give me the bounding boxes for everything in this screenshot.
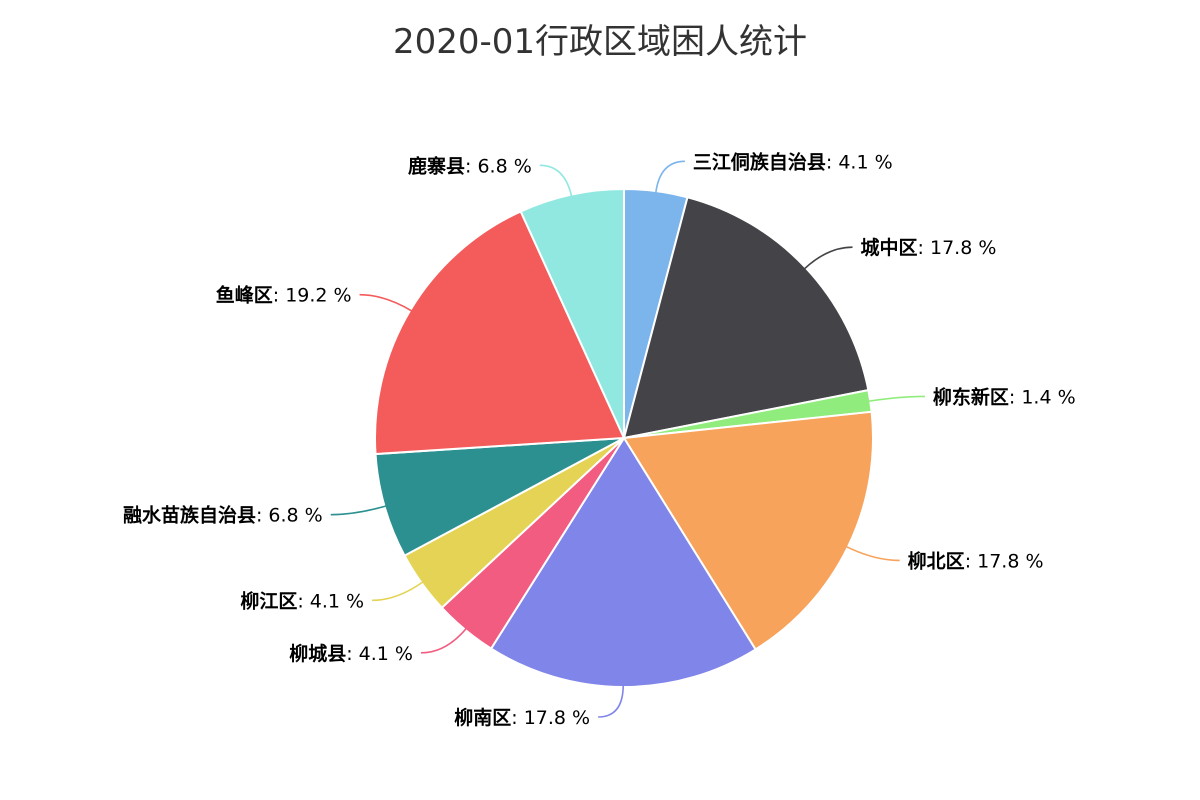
slice-label-name: 柳江区	[240, 589, 297, 612]
slice-label-name: 融水苗族自治县	[123, 504, 256, 527]
slice-label-name: 柳东新区	[933, 385, 1009, 408]
slice-label-value: : 1.4 %	[1009, 386, 1076, 408]
slice-label: 城中区: 17.8 %	[861, 236, 997, 259]
connector-line	[598, 684, 625, 718]
slice-label-value: : 6.8 %	[465, 155, 532, 177]
slice-label-value: : 4.1 %	[826, 151, 893, 173]
slice-label-value: : 17.8 %	[918, 237, 997, 259]
slice-label: 融水苗族自治县: 6.8 %	[123, 504, 323, 527]
connector-line	[539, 164, 573, 197]
slice-label-name: 柳城县	[289, 642, 346, 665]
slice-label: 鱼峰区: 19.2 %	[216, 284, 352, 307]
slice-label-name: 柳北区	[908, 549, 965, 572]
slice-label-value: : 4.1 %	[346, 643, 413, 665]
slice-label: 柳南区: 17.8 %	[454, 706, 590, 729]
slice-label-name: 鹿寨县	[408, 154, 465, 177]
connector-line	[372, 581, 424, 602]
slice-label-name: 城中区	[861, 236, 918, 259]
connector-line	[359, 293, 413, 312]
slice-label-value: : 19.2 %	[273, 285, 352, 307]
connector-line	[845, 545, 900, 562]
slice-label-value: : 17.8 %	[965, 550, 1044, 572]
connector-line	[868, 395, 925, 403]
connector-line	[803, 246, 853, 270]
slice-label-name: 三江侗族自治县	[693, 150, 826, 173]
connector-line	[421, 627, 468, 654]
connector-line	[654, 160, 685, 194]
slice-label-value: : 6.8 %	[256, 505, 323, 527]
slice-label: 柳江区: 4.1 %	[240, 589, 364, 612]
slice-label-name: 柳南区	[454, 706, 511, 729]
slice-label-name: 鱼峰区	[216, 284, 273, 307]
slice-label-value: : 4.1 %	[297, 590, 364, 612]
chart-title: 2020-01行政区域困人统计	[392, 22, 808, 62]
slice-label: 柳东新区: 1.4 %	[933, 385, 1076, 408]
slice-label: 柳北区: 17.8 %	[908, 549, 1044, 572]
slice-label: 三江侗族自治县: 4.1 %	[693, 150, 893, 173]
connector-line	[330, 505, 387, 516]
slice-label: 柳城县: 4.1 %	[289, 642, 413, 665]
slice-label: 鹿寨县: 6.8 %	[408, 154, 532, 177]
slice-label-value: : 17.8 %	[511, 707, 590, 729]
